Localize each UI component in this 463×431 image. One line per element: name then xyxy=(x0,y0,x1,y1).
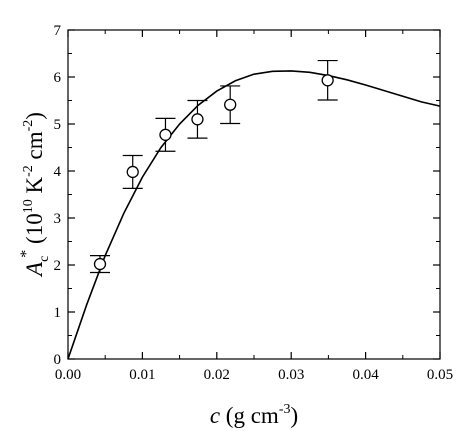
y-axis-unit-text2: K xyxy=(22,177,47,200)
x-axis-close: ) xyxy=(290,403,298,428)
data-point xyxy=(89,255,110,274)
y-axis-symbol-sup: * xyxy=(18,250,35,258)
point-marker xyxy=(224,98,237,111)
data-point xyxy=(220,85,241,125)
x-axis-label: c (g cm-3) xyxy=(210,402,298,428)
x-tick-label: 0.04 xyxy=(352,367,379,383)
x-tick-label: 0.02 xyxy=(204,367,230,383)
y-tick-label: 5 xyxy=(54,117,62,133)
y-tick-label: 3 xyxy=(54,211,62,227)
x-tick-label: 0.05 xyxy=(427,367,453,383)
data-point xyxy=(187,99,208,139)
y-axis-symbol: A xyxy=(22,261,47,278)
point-marker xyxy=(191,113,204,126)
data-point xyxy=(317,59,338,101)
tick-group xyxy=(67,29,441,360)
y-tick-label: 0 xyxy=(54,352,62,368)
y-axis-symbol-sub: c xyxy=(37,256,52,262)
data-point xyxy=(122,154,143,189)
point-marker xyxy=(159,128,172,141)
x-axis-symbol: c xyxy=(210,403,220,428)
y-tick-label: 7 xyxy=(54,23,62,39)
x-tick-label: 0.00 xyxy=(55,367,81,383)
y-tick-label: 1 xyxy=(54,305,62,321)
point-marker xyxy=(126,165,139,179)
x-tick-label: 0.03 xyxy=(278,367,304,383)
y-axis-unit-sup4: -2 xyxy=(21,120,36,132)
x-tick-label: 0.01 xyxy=(129,367,155,383)
tick-label-group: 0.00 0.01 0.02 0.03 0.04 0.05 0 1 2 3 4 5 6 7 xyxy=(54,23,454,383)
x-axis-unit-text: (g cm xyxy=(220,403,279,428)
point-marker xyxy=(93,257,107,271)
fit-curve xyxy=(67,70,441,360)
y-axis-unit-text1: (10 xyxy=(22,213,47,249)
y-axis-label: Ac* (1010 K-2 cm-2) xyxy=(18,112,52,278)
y-axis-close: ) xyxy=(22,112,47,120)
y-axis-unit-text3: cm xyxy=(22,131,47,165)
point-marker xyxy=(321,74,334,87)
y-tick-label: 6 xyxy=(54,70,62,86)
y-tick-label: 2 xyxy=(54,258,62,274)
y-axis-unit-sup2: 10 xyxy=(21,199,36,213)
data-point xyxy=(155,117,176,152)
plot-frame xyxy=(67,29,441,360)
x-axis-unit-sup: -3 xyxy=(279,402,291,417)
data-point-group xyxy=(89,59,338,274)
y-tick-label: 4 xyxy=(54,164,62,180)
y-axis-unit-sup3: -2 xyxy=(21,165,36,177)
